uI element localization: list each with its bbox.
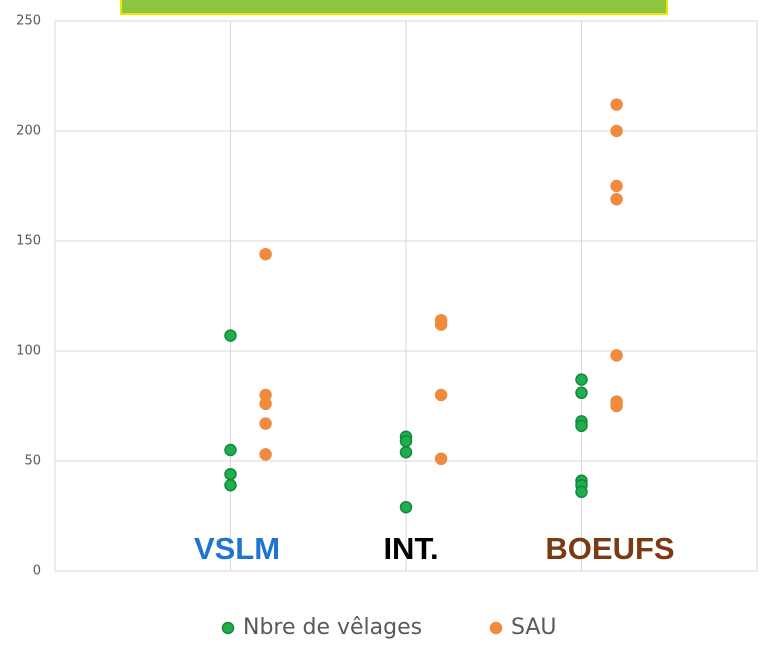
y-tick-label: 100: [16, 344, 41, 359]
group-label: BOEUFS: [545, 531, 674, 566]
data-point: [610, 124, 623, 138]
data-point: [259, 397, 272, 411]
data-point: [610, 349, 623, 362]
data-point: [434, 318, 448, 331]
y-tick-label: 200: [16, 124, 41, 139]
y-tick-label: 0: [33, 564, 41, 579]
data-point: [434, 388, 448, 402]
y-tick-label: 150: [16, 234, 41, 249]
data-point: [434, 452, 448, 466]
data-point: [224, 467, 237, 481]
data-point: [224, 443, 237, 457]
data-point: [575, 373, 588, 386]
data-point: [610, 179, 623, 193]
legend-label: Nbre de vêlages: [243, 615, 422, 640]
data-point: [610, 192, 623, 206]
data-point: [399, 445, 413, 459]
group-label: INT.: [383, 531, 438, 566]
data-point: [259, 448, 272, 461]
y-tick-label: 250: [16, 14, 41, 29]
legend-marker: [221, 621, 235, 635]
y-tick-label: 50: [24, 454, 41, 469]
data-point: [610, 399, 623, 413]
data-point: [575, 485, 588, 499]
data-point: [224, 329, 237, 342]
data-point: [224, 478, 237, 492]
data-point: [399, 500, 413, 514]
group-label: VSLM: [194, 531, 280, 566]
legend-label: SAU: [511, 615, 557, 640]
title-banner: [120, 0, 668, 15]
data-point: [575, 419, 588, 433]
data-point: [399, 434, 413, 448]
data-point: [610, 98, 623, 111]
data-point: [575, 386, 588, 400]
legend-marker: [489, 621, 503, 635]
data-point: [259, 247, 272, 261]
data-point: [259, 417, 272, 430]
